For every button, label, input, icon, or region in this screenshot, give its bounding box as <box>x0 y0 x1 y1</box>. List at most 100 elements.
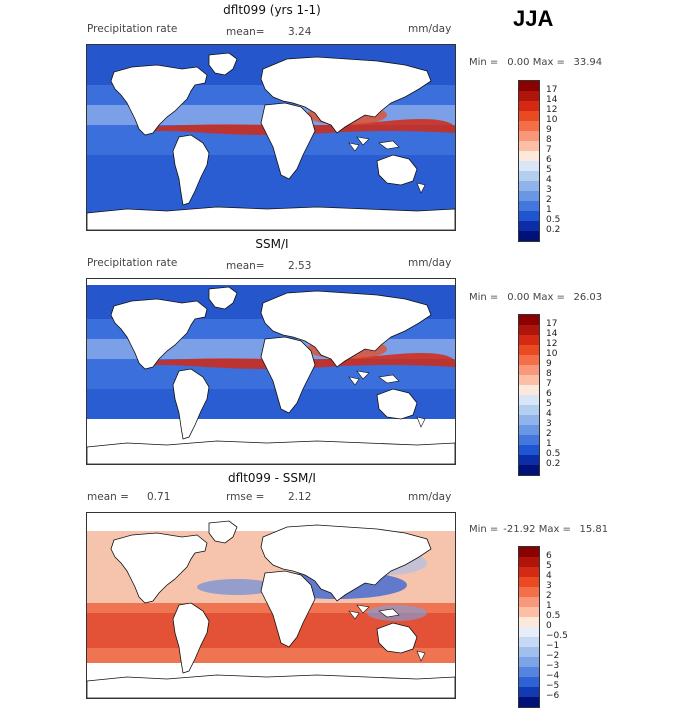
colorbar-segment <box>519 181 539 191</box>
coastline <box>172 368 210 440</box>
panel-2-map <box>86 278 456 465</box>
colorbar-segment <box>519 405 539 415</box>
colorbar-tick-label: 12 <box>546 339 558 349</box>
colorbar-segment <box>519 667 539 677</box>
colorbar-tick-label: 4 <box>546 409 552 419</box>
coastline <box>260 570 316 648</box>
colorbar-segment <box>519 455 539 465</box>
colorbar-segment <box>519 647 539 657</box>
colorbar-tick-label: 3 <box>546 185 552 195</box>
colorbar-tick-label: 5 <box>546 399 552 409</box>
island <box>356 370 370 380</box>
colorbar-tick-label: 0.2 <box>546 459 561 469</box>
colorbar-segment <box>519 101 539 111</box>
panel-1-left-label: Precipitation rate <box>87 23 178 35</box>
coastline <box>87 206 455 230</box>
island <box>348 610 360 620</box>
panel-1-min-max: Min = 0.00 Max = 33.94 <box>469 57 602 68</box>
island <box>348 142 360 152</box>
colorbar-tick-label: −4 <box>546 671 560 681</box>
colorbar-segment <box>519 161 539 171</box>
coastline <box>208 520 238 544</box>
colorbar-segment <box>519 435 539 445</box>
colorbar-segment <box>519 91 539 101</box>
colorbar-tick-label: 0.5 <box>546 215 561 225</box>
colorbar-segment <box>519 657 539 667</box>
colorbar-segment <box>519 375 539 385</box>
panel-1-colorbar <box>518 80 540 242</box>
colorbar-segment <box>519 607 539 617</box>
panel-3-max-label: Max = <box>538 524 571 535</box>
panel-2-min-label: Min = <box>469 292 499 303</box>
colorbar-tick-label: 6 <box>546 155 552 165</box>
island <box>348 376 360 386</box>
coastline <box>376 388 418 420</box>
colorbar-tick-label: −6 <box>546 691 560 701</box>
colorbar-segment <box>519 111 539 121</box>
panel-1-map <box>86 44 456 231</box>
colorbar-segment <box>519 677 539 687</box>
coastline <box>172 602 210 674</box>
colorbar-tick-label: 0.5 <box>546 611 561 621</box>
panel-2-title: SSM/I <box>255 237 289 251</box>
colorbar-tick-label: 17 <box>546 319 558 329</box>
colorbar-segment <box>519 547 539 557</box>
coastline <box>208 286 238 310</box>
colorbar-tick-label: −3 <box>546 661 560 671</box>
island <box>356 604 370 614</box>
panel-3-max-value: 15.81 <box>579 524 609 535</box>
colorbar-segment <box>519 355 539 365</box>
island <box>378 374 400 384</box>
panel-2-min-max: Min = 0.00 Max = 26.03 <box>469 292 602 303</box>
coastline <box>172 134 210 206</box>
colorbar-tick-label: 9 <box>546 125 552 135</box>
colorbar-segment <box>519 131 539 141</box>
colorbar-segment <box>519 395 539 405</box>
colorbar-segment <box>519 345 539 355</box>
colorbar-tick-label: 14 <box>546 329 558 339</box>
coastline <box>260 56 432 134</box>
colorbar-segment <box>519 587 539 597</box>
colorbar-segment <box>519 697 539 707</box>
colorbar-tick-label: 8 <box>546 135 552 145</box>
coastline <box>110 532 208 604</box>
colorbar-tick-label: 17 <box>546 85 558 95</box>
panel-2-colorbar-labels: 17 14 12 10 9 8 7 6 5 4 3 2 1 0.5 0.2 <box>546 319 560 469</box>
colorbar-segment <box>519 415 539 425</box>
panel-2-left-label: Precipitation rate <box>87 257 178 269</box>
colorbar-tick-label: 7 <box>546 379 552 389</box>
panel-3-mean-value: 0.71 <box>147 491 171 503</box>
colorbar-tick-label: 2 <box>546 591 552 601</box>
colorbar-tick-label: 0 <box>546 621 552 631</box>
panel-3-title: dflt099 - SSM/I <box>228 471 316 485</box>
colorbar-segment <box>519 151 539 161</box>
colorbar-tick-label: 7 <box>546 145 552 155</box>
colorbar-segment <box>519 315 539 325</box>
panel-1-min-label: Min = <box>469 57 499 68</box>
colorbar-tick-label: 8 <box>546 369 552 379</box>
colorbar-tick-label: 4 <box>546 571 552 581</box>
panel-3-units: mm/day <box>408 491 452 503</box>
colorbar-tick-label: 6 <box>546 551 552 561</box>
colorbar-segment <box>519 637 539 647</box>
island <box>416 182 426 194</box>
coastline <box>87 674 455 698</box>
coastline <box>260 102 316 180</box>
colorbar-segment <box>519 617 539 627</box>
colorbar-segment <box>519 385 539 395</box>
colorbar-segment <box>519 567 539 577</box>
colorbar-tick-label: 1 <box>546 439 552 449</box>
panel-1-title: dflt099 (yrs 1-1) <box>223 3 321 17</box>
colorbar-segment <box>519 231 539 241</box>
colorbar-tick-label: 1 <box>546 601 552 611</box>
season-label: JJA <box>513 6 554 31</box>
colorbar-tick-label: 4 <box>546 175 552 185</box>
colorbar-segment <box>519 221 539 231</box>
panel-2-mean-label: mean= <box>226 260 265 272</box>
colorbar-tick-label: 5 <box>546 165 552 175</box>
colorbar-segment <box>519 627 539 637</box>
panel-3-rmse-value: 2.12 <box>288 491 312 503</box>
colorbar-segment <box>519 445 539 455</box>
colorbar-tick-label: 6 <box>546 389 552 399</box>
colorbar-tick-label: 0.2 <box>546 225 561 235</box>
